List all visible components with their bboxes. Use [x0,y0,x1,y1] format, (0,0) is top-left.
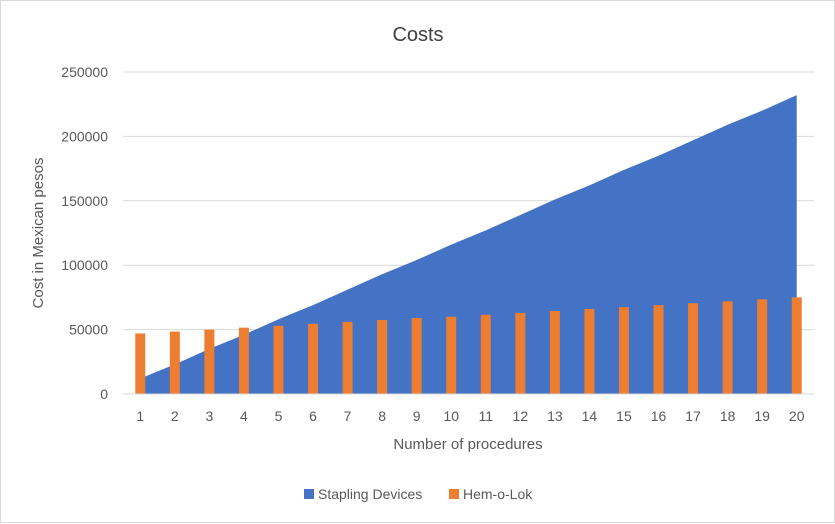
hem-o-lok-bar [653,305,664,394]
hem-o-lok-bar [446,316,457,394]
stapling-devices-series [140,95,797,395]
y-tick-label: 150000 [61,193,108,209]
x-tick-label: 4 [240,408,248,424]
hem-o-lok-bar [238,327,249,394]
x-tick-label: 15 [616,408,632,424]
legend-swatch-stapling-devices [304,489,314,499]
hem-o-lok-bar [135,333,146,394]
hem-o-lok-series [135,297,802,394]
legend-swatch-hem-o-lok [449,489,459,499]
hem-o-lok-bar [584,308,595,394]
x-tick-label: 3 [205,408,213,424]
hem-o-lok-bar [722,301,733,394]
x-tick-label: 10 [443,408,459,424]
hem-o-lok-bar [618,307,629,394]
hem-o-lok-bar [791,297,802,394]
hem-o-lok-bar [515,312,526,394]
y-tick-label: 250000 [61,64,108,80]
x-tick-label: 20 [789,408,805,424]
y-tick-label: 0 [100,386,108,402]
hem-o-lok-bar [411,318,422,394]
hem-o-lok-bar [480,314,491,394]
x-tick-label: 8 [378,408,386,424]
chart-title: Costs [392,24,443,46]
hem-o-lok-bar [342,321,353,394]
hem-o-lok-bar [549,310,560,394]
x-tick-label: 2 [171,408,179,424]
legend: Stapling Devices Hem-o-Lok [304,486,533,502]
x-tick-label: 13 [547,408,563,424]
x-axis-title: Number of procedures [393,436,542,453]
y-axis-title: Cost in Mexican pesos [30,158,47,309]
x-tick-label: 17 [685,408,701,424]
x-tick-label: 11 [479,408,494,424]
y-tick-label: 100000 [61,257,108,273]
x-tick-label: 14 [582,408,598,424]
legend-label-stapling-devices: Stapling Devices [318,486,422,502]
legend-label-hem-o-lok: Hem-o-Lok [463,486,533,502]
hem-o-lok-bar [204,329,215,394]
y-axis-ticks: 0 50000 100000 150000 200000 250000 [61,64,108,402]
stapling-devices-area [140,95,797,395]
x-tick-label: 12 [513,408,529,424]
x-tick-label: 18 [720,408,736,424]
hem-o-lok-bar [308,323,319,394]
x-tick-label: 9 [413,408,421,424]
y-tick-label: 50000 [69,322,108,338]
hem-o-lok-bar [688,303,699,394]
y-tick-label: 200000 [61,128,108,144]
hem-o-lok-bar [169,331,180,394]
hem-o-lok-bar [757,299,768,394]
hem-o-lok-bar [377,319,388,394]
x-tick-label: 16 [651,408,667,424]
x-axis-ticks: 1 2 3 4 5 6 7 8 9 10 11 12 13 14 15 16 17 18 19 20 [136,408,804,424]
x-tick-label: 5 [275,408,283,424]
hem-o-lok-bar [273,325,284,394]
x-tick-label: 19 [754,408,770,424]
x-tick-label: 6 [309,408,317,424]
x-tick-label: 1 [136,408,144,424]
x-tick-label: 7 [344,408,352,424]
